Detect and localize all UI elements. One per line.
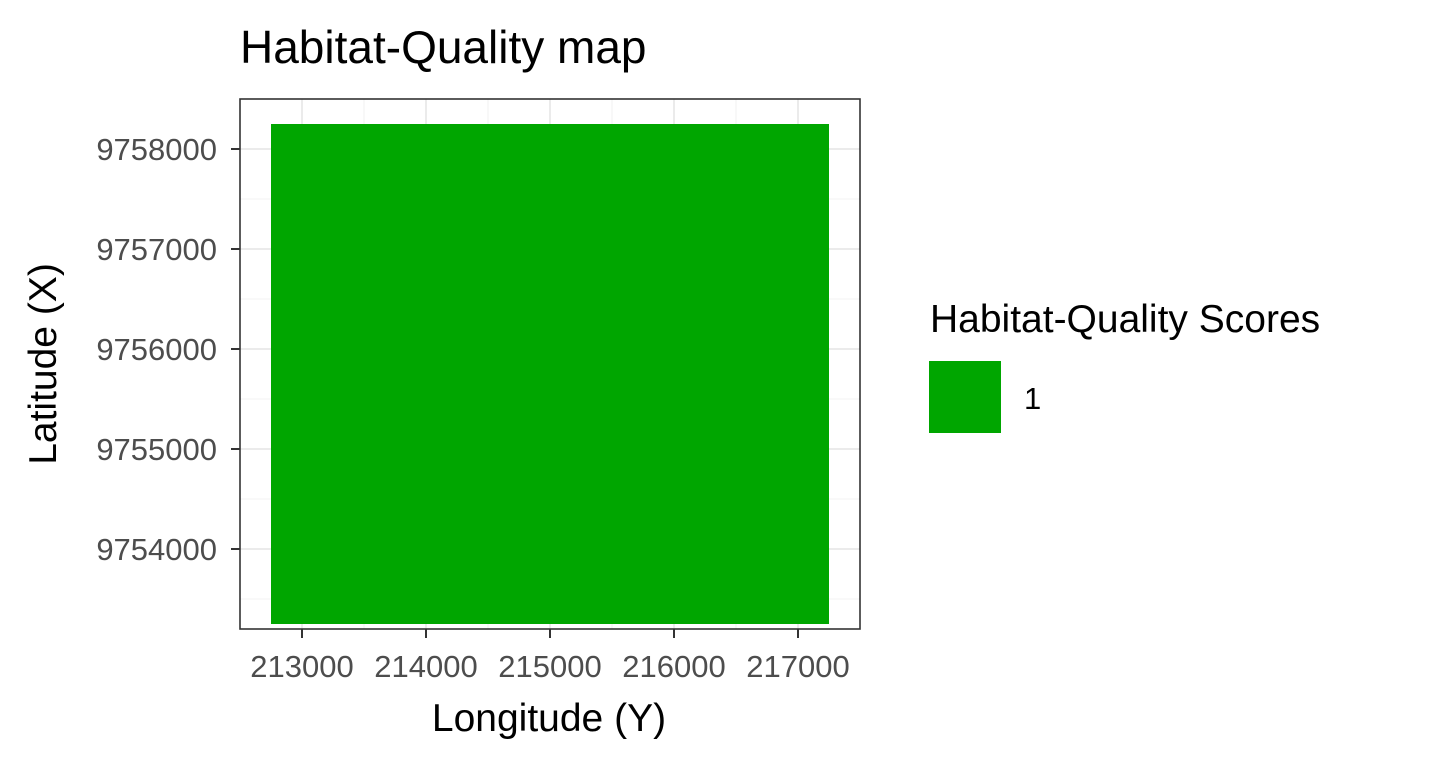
y-tick-label: 9756000 xyxy=(96,332,217,367)
y-axis: 9754000 9755000 9756000 9757000 9758000 xyxy=(96,132,240,567)
x-tick-label: 215000 xyxy=(498,649,601,684)
y-tick-label: 9755000 xyxy=(96,432,217,467)
legend-entries: 1 xyxy=(929,361,1041,433)
legend-title: Habitat-Quality Scores xyxy=(930,298,1320,341)
x-axis-title: Longitude (Y) xyxy=(432,697,666,740)
x-tick-label: 214000 xyxy=(374,649,477,684)
legend: Habitat-Quality Scores 1 xyxy=(929,298,1320,433)
plot-panel xyxy=(239,98,861,630)
chart-title: Habitat-Quality map xyxy=(240,21,647,73)
habitat-cells xyxy=(271,124,829,624)
legend-label: 1 xyxy=(1024,381,1041,416)
x-tick-label: 213000 xyxy=(250,649,353,684)
x-axis: 213000 214000 215000 216000 217000 xyxy=(250,629,850,684)
y-tick-label: 9757000 xyxy=(96,232,217,267)
habitat-cell xyxy=(271,124,829,624)
x-tick-label: 217000 xyxy=(746,649,849,684)
y-axis-title: Latitude (X) xyxy=(22,263,65,465)
x-tick-label: 216000 xyxy=(622,649,725,684)
y-tick-label: 9754000 xyxy=(96,532,217,567)
legend-swatch xyxy=(929,361,1001,433)
y-tick-label: 9758000 xyxy=(96,132,217,167)
